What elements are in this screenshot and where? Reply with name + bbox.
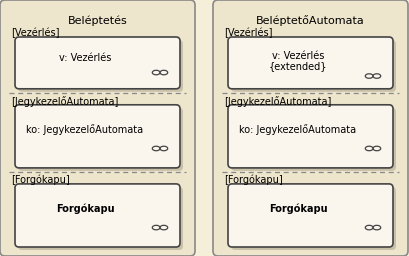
FancyBboxPatch shape — [18, 40, 183, 92]
Text: {extended}: {extended} — [269, 61, 327, 71]
FancyBboxPatch shape — [0, 0, 195, 256]
FancyBboxPatch shape — [18, 187, 183, 250]
Text: [Vezérlés]: [Vezérlés] — [11, 28, 59, 38]
Text: [JegykezelőAutomata]: [JegykezelőAutomata] — [11, 96, 118, 107]
FancyBboxPatch shape — [231, 40, 396, 92]
FancyBboxPatch shape — [213, 0, 408, 256]
FancyBboxPatch shape — [231, 108, 396, 171]
FancyBboxPatch shape — [15, 37, 180, 89]
Text: Beléptetés: Beléptetés — [67, 15, 127, 26]
FancyBboxPatch shape — [18, 108, 183, 171]
FancyBboxPatch shape — [228, 105, 393, 168]
FancyBboxPatch shape — [228, 184, 393, 247]
FancyBboxPatch shape — [15, 105, 180, 168]
Text: v: Vezérlés: v: Vezérlés — [59, 53, 111, 63]
Text: [Forgókapu]: [Forgókapu] — [11, 175, 70, 185]
Text: Forgókapu: Forgókapu — [269, 204, 327, 214]
Text: [JegykezelőAutomata]: [JegykezelőAutomata] — [224, 96, 331, 107]
FancyBboxPatch shape — [228, 37, 393, 89]
Text: BeléptetőAutomata: BeléptetőAutomata — [256, 15, 365, 26]
Text: Forgókapu: Forgókapu — [56, 204, 114, 214]
Text: ko: JegykezelőAutomata: ko: JegykezelőAutomata — [239, 124, 357, 135]
Text: [Vezérlés]: [Vezérlés] — [224, 28, 272, 38]
Text: ko: JegykezelőAutomata: ko: JegykezelőAutomata — [26, 124, 144, 135]
Text: [Forgókapu]: [Forgókapu] — [224, 175, 283, 185]
FancyBboxPatch shape — [231, 187, 396, 250]
FancyBboxPatch shape — [15, 184, 180, 247]
Text: v: Vezérlés: v: Vezérlés — [272, 51, 324, 61]
